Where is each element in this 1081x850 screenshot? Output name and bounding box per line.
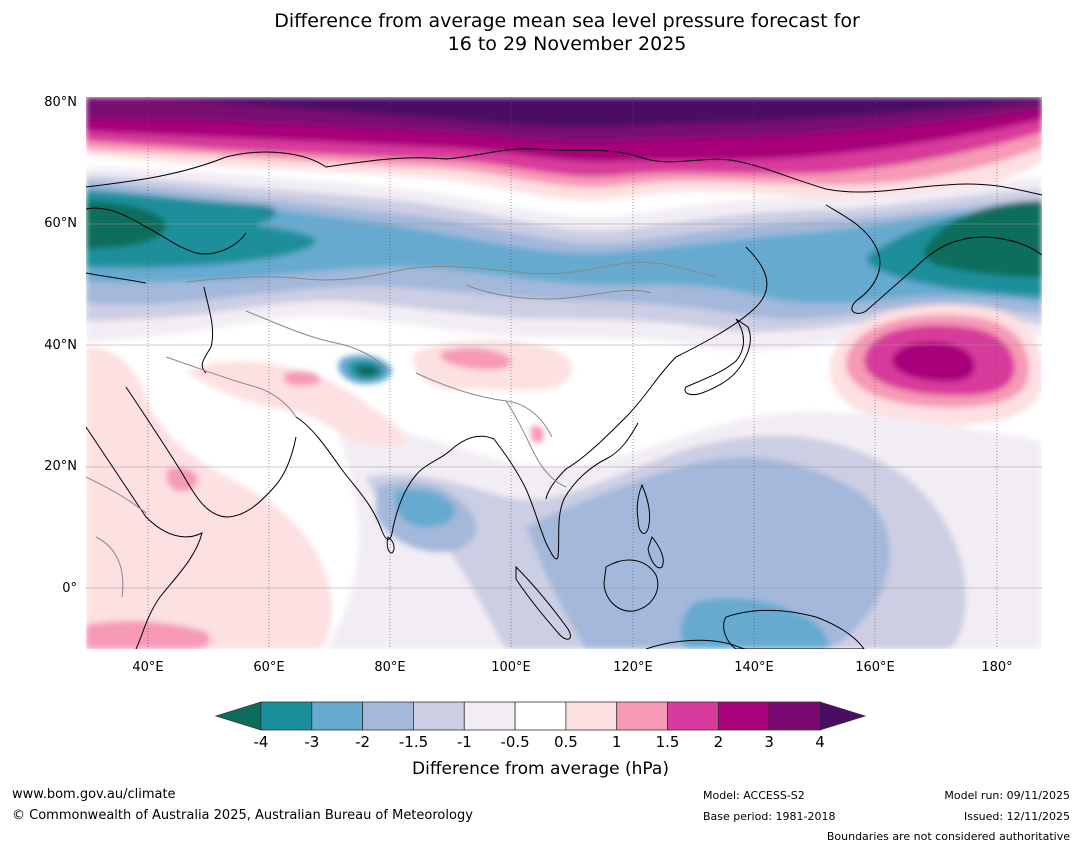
north-negative-band-minus4-west	[86, 201, 167, 249]
colorbar-extend-low	[214, 701, 262, 731]
tropical-low-minus2-east	[680, 597, 828, 649]
border-china-south	[415, 372, 553, 438]
border-mongolia	[465, 284, 652, 300]
lon-label-40e: 40°E	[132, 660, 164, 675]
colorbar-extend-high	[819, 701, 867, 731]
colorbar-tick-label: -2	[355, 733, 371, 751]
coastline-kamchatka	[825, 204, 1042, 314]
border-central-asia	[245, 310, 387, 370]
website-link[interactable]: www.bom.gov.au/climate	[12, 787, 176, 802]
lat-label-0: 0°	[62, 581, 77, 596]
lat-label-40n: 40°N	[44, 338, 77, 353]
country-borders	[86, 261, 717, 598]
coastline-sumatra	[515, 565, 571, 640]
africa-positive-0p5	[86, 347, 332, 649]
boundaries-disclaimer: Boundaries are not considered authoritat…	[826, 830, 1070, 843]
arabia-positive-1	[166, 467, 198, 492]
colorbar-tick-label: 1.5	[655, 733, 680, 751]
colorbar-tick-label: 0.5	[553, 733, 578, 751]
coastline-southeast-asia	[493, 422, 639, 560]
map-title: Difference from average mean sea level p…	[0, 10, 1081, 56]
colorbar-cells	[260, 701, 821, 731]
coastline-new-guinea	[723, 609, 865, 649]
lon-label-80e: 80°E	[374, 660, 406, 675]
coastline-japan	[684, 318, 751, 396]
coastlines	[86, 148, 1042, 649]
colorbar-title: Difference from average (hPa)	[412, 759, 669, 779]
coastline-arabia	[125, 386, 297, 518]
coastline-black-caspian	[86, 272, 214, 374]
coastline-indian-subcontinent	[295, 416, 495, 540]
issued-date: Issued: 12/11/2025	[963, 810, 1070, 823]
border-middle-east	[165, 356, 297, 418]
coastline-scandinavia	[86, 207, 247, 255]
north-negative-band-minus4-east	[924, 201, 1042, 277]
tropical-low-minus1p5-east	[526, 457, 890, 649]
colorbar-cell	[514, 701, 567, 731]
colorbar-tick-label: -1	[456, 733, 472, 751]
colorbar-tick-label: -4	[253, 733, 269, 751]
coastline-philippines	[636, 483, 664, 569]
colorbar-cell	[362, 701, 414, 731]
coastline-sri-lanka	[386, 536, 395, 554]
colorbar-cell	[768, 701, 821, 731]
colorbar-tick-label: -1.5	[398, 733, 429, 751]
tropical-low-minus2	[395, 489, 455, 527]
border-indochina	[505, 400, 567, 488]
map-title-line-1: Difference from average mean sea level p…	[274, 10, 860, 32]
coastline-arctic	[86, 148, 1042, 196]
pressure-anomaly-map	[86, 97, 1042, 649]
china-positive-1	[531, 425, 544, 443]
lon-label-180: 180°	[981, 660, 1013, 675]
anomaly-layer	[86, 97, 1042, 649]
coastline-borneo	[603, 559, 659, 612]
colorbar-tick-label: 2	[713, 733, 724, 751]
tibet-positive-1	[440, 347, 512, 370]
iran-positive-1	[283, 371, 321, 386]
lon-label-120e: 120°E	[613, 660, 653, 675]
lon-label-60e: 60°E	[253, 660, 285, 675]
colorbar-cell	[260, 701, 313, 731]
africa-positive-1	[86, 621, 211, 649]
model-name: Model: ACCESS-S2	[703, 789, 805, 802]
coastline-africa-east	[86, 426, 203, 649]
pamir-low-minus4	[357, 364, 378, 377]
model-run-date: Model run: 09/11/2025	[944, 789, 1070, 802]
colorbar-tick-label: 4	[815, 733, 825, 751]
colorbar-tick-label: -3	[304, 733, 320, 751]
colorbar-cell	[667, 701, 719, 731]
border-russia-kazakhstan	[185, 261, 717, 283]
coastline-east-asia	[545, 246, 768, 500]
base-period: Base period: 1981-2018	[703, 810, 836, 823]
arctic-anomaly-band-4	[146, 97, 1042, 128]
lat-label-20n: 20°N	[44, 459, 77, 474]
north-pacific-high-3	[891, 341, 975, 382]
lon-label-160e: 160°E	[855, 660, 895, 675]
map-canvas	[86, 97, 1042, 649]
colorbar-tick-label: 3	[764, 733, 774, 751]
gridlines	[86, 97, 1042, 649]
copyright-text: © Commonwealth of Australia 2025, Austra…	[12, 808, 473, 823]
lon-label-140e: 140°E	[734, 660, 774, 675]
colorbar-tick-label: -0.5	[500, 733, 530, 751]
lat-label-60n: 60°N	[44, 216, 77, 231]
colorbar-cell	[616, 701, 668, 731]
lon-label-100e: 100°E	[491, 660, 531, 675]
coastline-australia-north	[645, 639, 747, 649]
colorbar-cell	[413, 701, 465, 731]
colorbar-cell	[565, 701, 618, 731]
lat-label-80n: 80°N	[44, 95, 77, 110]
north-negative-band-minus2	[86, 187, 1042, 304]
colorbar-cell	[463, 701, 516, 731]
map-title-line-2: 16 to 29 November 2025	[447, 33, 687, 55]
colorbar-tick-label: 1	[611, 733, 622, 751]
colorbar-cell	[717, 701, 770, 731]
colorbar-cell	[311, 701, 364, 731]
colorbar	[214, 701, 867, 731]
border-east-africa	[86, 476, 147, 598]
